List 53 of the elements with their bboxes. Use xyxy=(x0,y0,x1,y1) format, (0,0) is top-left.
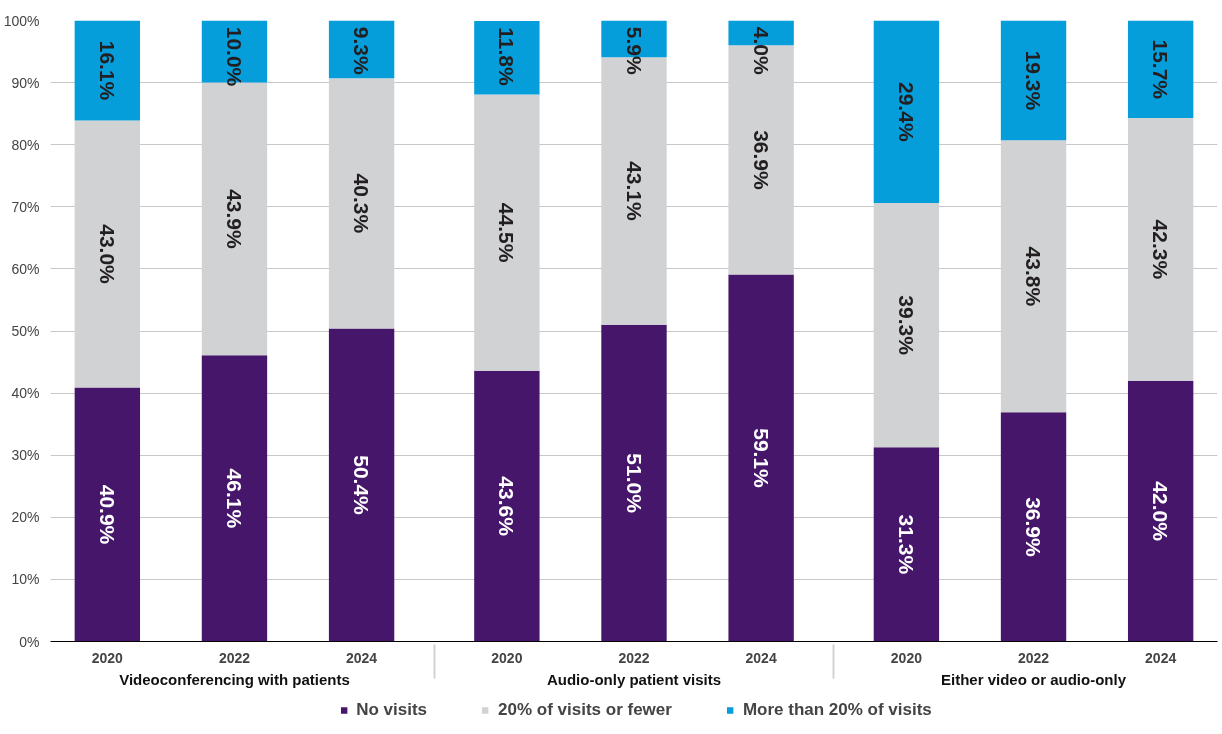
data-label: 44.5% xyxy=(495,202,519,263)
data-label: 39.3% xyxy=(894,295,918,356)
x-tick-label: 2020 xyxy=(890,649,923,666)
data-label: 5.9% xyxy=(622,26,646,75)
text: Either video or audio-only xyxy=(941,670,1127,688)
x-tick-label: 2024 xyxy=(1145,649,1177,666)
data-label: 29.4% xyxy=(894,82,918,142)
x-tick-label: 2024 xyxy=(745,649,777,666)
data-label: 50.4% xyxy=(350,455,374,516)
legend-label: No visits xyxy=(356,700,428,720)
x-tick-label: 2022 xyxy=(618,649,650,666)
y-tick-label: 90% xyxy=(11,74,40,91)
y-tick-label: 0% xyxy=(19,633,40,650)
data-label: 15.7% xyxy=(1149,39,1173,100)
x-tick-label: 2022 xyxy=(218,649,251,666)
data-label: 16.1% xyxy=(95,40,119,101)
y-tick-label: 30% xyxy=(11,447,40,464)
data-label: 42.3% xyxy=(1149,219,1173,280)
y-tick-label: 60% xyxy=(11,260,40,277)
text: Videoconferencing with patients xyxy=(119,670,350,688)
x-tick-label: 2024 xyxy=(346,649,378,666)
data-label: 40.3% xyxy=(350,173,374,234)
y-tick-label: 10% xyxy=(11,571,40,588)
text: Audio-only patient visits xyxy=(546,670,722,688)
data-label: 9.3% xyxy=(350,26,374,75)
legend-label: More than 20% of visits xyxy=(742,700,932,720)
x-tick-label: 2020 xyxy=(491,649,523,666)
data-label: 43.8% xyxy=(1022,246,1046,307)
y-tick-label: 80% xyxy=(11,136,40,153)
y-tick-label: 20% xyxy=(11,509,40,526)
data-label: 19.3% xyxy=(1022,50,1046,111)
y-tick-label: 100% xyxy=(3,12,40,29)
data-label: 36.9% xyxy=(1022,497,1046,558)
y-tick-label: 40% xyxy=(11,385,40,402)
data-label: 42.0% xyxy=(1149,481,1173,542)
data-label: 46.1% xyxy=(222,468,246,529)
data-label: 43.0% xyxy=(95,224,119,285)
data-label: 31.3% xyxy=(894,514,918,575)
y-tick-label: 50% xyxy=(11,323,40,339)
data-label: 59.1% xyxy=(749,428,773,489)
data-label: 43.1% xyxy=(622,161,646,222)
data-label: 4.0% xyxy=(749,26,773,75)
data-label: 43.9% xyxy=(222,189,246,250)
x-tick-label: 2020 xyxy=(91,649,124,666)
data-label: 51.0% xyxy=(622,453,646,514)
data-label: 36.9% xyxy=(749,130,773,191)
data-label: 43.6% xyxy=(495,476,519,537)
legend-label: 20% of visits or fewer xyxy=(498,700,672,720)
data-label: 40.9% xyxy=(95,484,119,545)
data-label: 11.8% xyxy=(495,27,519,87)
y-tick-label: 70% xyxy=(11,198,40,215)
data-label: 10.0% xyxy=(222,26,246,87)
x-tick-label: 2022 xyxy=(1017,649,1050,666)
